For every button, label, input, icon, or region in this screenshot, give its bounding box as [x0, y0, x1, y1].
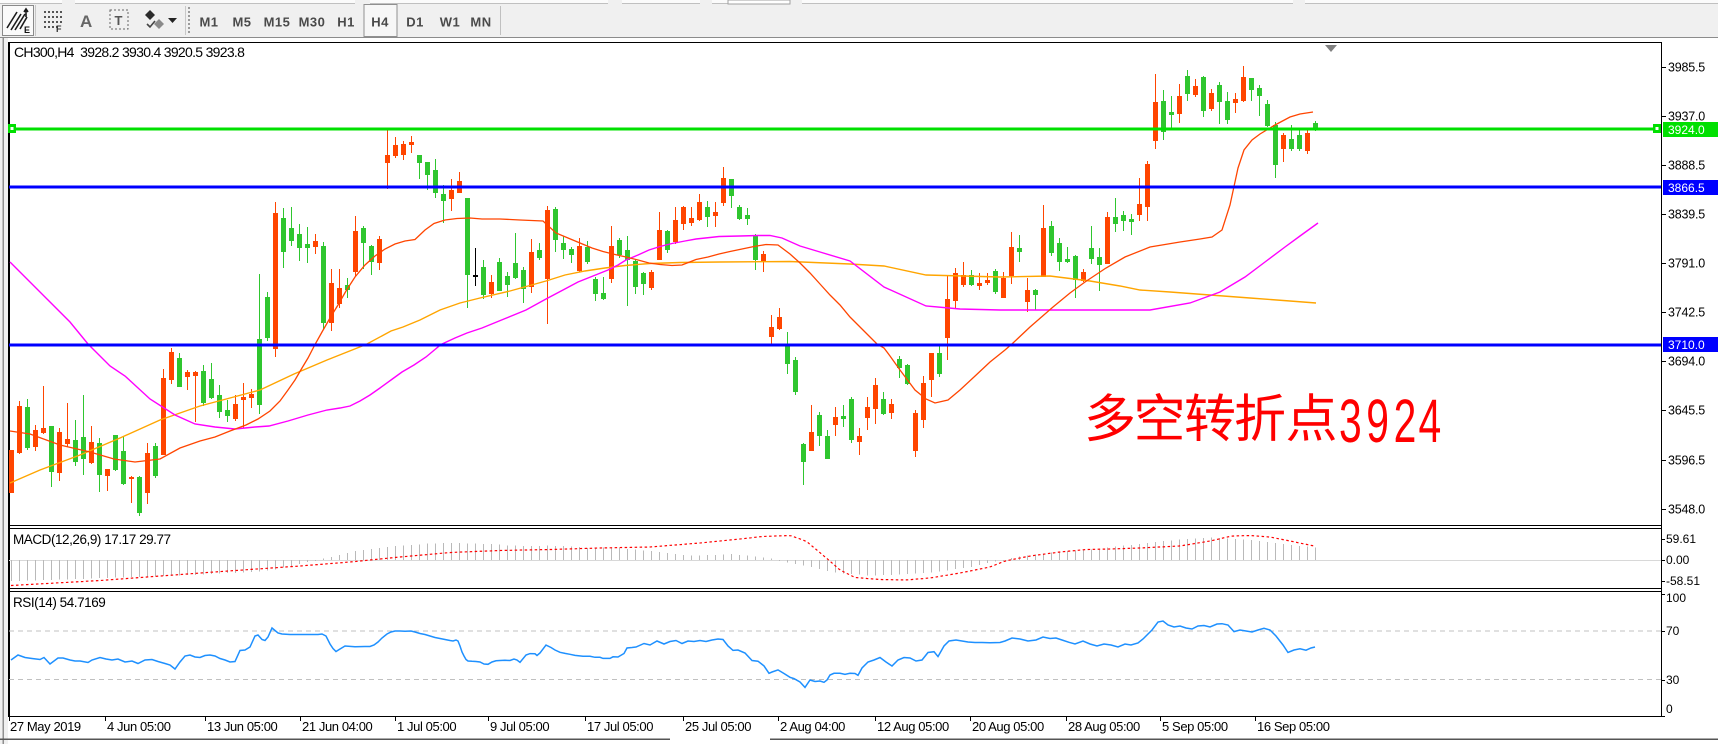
svg-text:H1: H1	[337, 15, 355, 30]
svg-text:RSI(14) 54.7169: RSI(14) 54.7169	[13, 595, 105, 610]
svg-text:M5: M5	[232, 15, 251, 30]
svg-text:70: 70	[1666, 624, 1680, 638]
svg-text:0.00: 0.00	[1666, 553, 1690, 567]
svg-text:2 Aug 04:00: 2 Aug 04:00	[780, 719, 845, 734]
svg-text:9 Jul 05:00: 9 Jul 05:00	[490, 719, 549, 734]
svg-text:E: E	[24, 25, 30, 35]
svg-text:5 Sep 05:00: 5 Sep 05:00	[1162, 719, 1228, 734]
svg-text:4: 4	[1419, 388, 1442, 456]
svg-text:4 Jun 05:00: 4 Jun 05:00	[107, 719, 171, 734]
svg-text:W1: W1	[440, 15, 461, 30]
svg-text:3694.0: 3694.0	[1668, 355, 1705, 369]
svg-text:H4: H4	[371, 15, 389, 30]
svg-text:D1: D1	[406, 15, 424, 30]
svg-text:3: 3	[1339, 388, 1362, 456]
svg-text:T: T	[115, 13, 123, 28]
svg-text:20 Aug 05:00: 20 Aug 05:00	[972, 719, 1044, 734]
svg-text:3937.0: 3937.0	[1668, 110, 1705, 124]
svg-text:9: 9	[1366, 388, 1389, 456]
svg-text:M30: M30	[299, 15, 326, 30]
svg-text:3791.0: 3791.0	[1668, 257, 1705, 271]
svg-text:100: 100	[1666, 591, 1686, 605]
svg-text:M1: M1	[199, 15, 218, 30]
svg-text:3596.5: 3596.5	[1668, 454, 1705, 468]
svg-text:3924.0: 3924.0	[1668, 123, 1705, 137]
svg-text:28 Aug 05:00: 28 Aug 05:00	[1068, 719, 1140, 734]
svg-text:27 May 2019: 27 May 2019	[10, 719, 81, 734]
svg-text:MN: MN	[470, 15, 491, 30]
svg-text:3742.5: 3742.5	[1668, 306, 1705, 320]
svg-text:3839.5: 3839.5	[1668, 208, 1705, 222]
svg-text:25 Jul 05:00: 25 Jul 05:00	[685, 719, 751, 734]
svg-text:MACD(12,26,9) 17.17 29.77: MACD(12,26,9) 17.17 29.77	[13, 532, 171, 547]
svg-text:CH300,H4 3928.2 3930.4 3920.5: CH300,H4 3928.2 3930.4 3920.5 3923.8	[14, 44, 245, 60]
svg-text:3888.5: 3888.5	[1668, 159, 1705, 173]
svg-text:30: 30	[1666, 673, 1680, 687]
svg-text:1 Jul 05:00: 1 Jul 05:00	[397, 719, 456, 734]
svg-text:3548.0: 3548.0	[1668, 503, 1705, 517]
svg-text:3866.5: 3866.5	[1668, 181, 1705, 195]
svg-text:-58.51: -58.51	[1666, 574, 1700, 588]
svg-text:0: 0	[1666, 702, 1673, 716]
svg-text:12 Aug 05:00: 12 Aug 05:00	[877, 719, 949, 734]
svg-text:59.61: 59.61	[1666, 532, 1696, 546]
svg-text:21 Jun 04:00: 21 Jun 04:00	[302, 719, 373, 734]
svg-text:3985.5: 3985.5	[1668, 61, 1705, 75]
svg-text:3645.5: 3645.5	[1668, 404, 1705, 418]
svg-text:A: A	[80, 12, 92, 31]
svg-text:13 Jun 05:00: 13 Jun 05:00	[207, 719, 278, 734]
svg-text:M15: M15	[264, 15, 291, 30]
svg-text:3710.0: 3710.0	[1668, 338, 1705, 352]
svg-text:2: 2	[1394, 388, 1417, 456]
svg-text:16 Sep 05:00: 16 Sep 05:00	[1257, 719, 1330, 734]
svg-text:F: F	[56, 24, 62, 34]
svg-text:17 Jul 05:00: 17 Jul 05:00	[587, 719, 653, 734]
